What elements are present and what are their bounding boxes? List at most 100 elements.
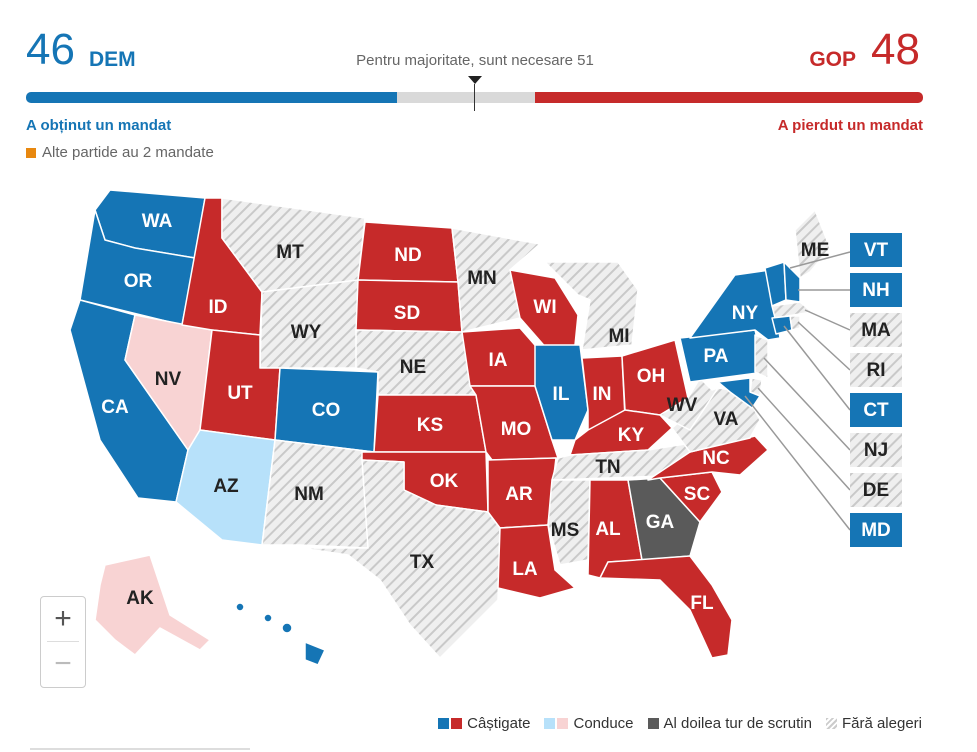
callout-label-ri: RI [867, 360, 886, 381]
legend-won-dem-swatch [438, 718, 450, 729]
label-or: OR [124, 271, 153, 292]
label-in: IN [593, 384, 612, 405]
callout-box-md[interactable] [850, 513, 902, 547]
bottom-divider [30, 748, 250, 750]
other-parties-note: Alte partide au 2 mandate [42, 144, 214, 161]
callout-box-nj[interactable] [850, 433, 902, 467]
callout-box-vt[interactable] [850, 233, 902, 267]
callout-box-ma[interactable] [850, 313, 902, 347]
callout-label-md: MD [861, 520, 891, 541]
label-la: LA [512, 559, 538, 580]
legend-leading: Conduce [544, 715, 634, 732]
state-md[interactable] [717, 377, 761, 409]
state-mi[interactable] [544, 261, 639, 351]
label-co: CO [312, 400, 341, 421]
majority-text: Pentru majoritate, sunt necesare 51 [356, 52, 594, 69]
map-legend: Câștigate Conduce Al doilea tur de scrut… [438, 715, 922, 732]
label-ca: CA [101, 397, 129, 418]
label-ut: UT [227, 383, 253, 404]
label-wv: WV [667, 395, 698, 416]
callout-label-nj: NJ [864, 440, 888, 461]
state-nj[interactable] [754, 334, 769, 379]
label-ga: GA [646, 512, 675, 533]
callout-box-ct[interactable] [850, 393, 902, 427]
state-ak[interactable] [94, 554, 211, 656]
callout-box-ri[interactable] [850, 353, 902, 387]
label-ok: OK [430, 471, 459, 492]
label-ar: AR [505, 484, 533, 505]
legend-runoff-label: Al doilea tur de scrutin [663, 715, 812, 732]
label-ny: NY [732, 303, 759, 324]
seat-bar-gop [535, 92, 923, 103]
label-wy: WY [291, 322, 322, 343]
legend-no-election-label: Fără alegeri [841, 715, 922, 732]
state-ri[interactable] [789, 315, 801, 331]
legend-no-election-swatch [825, 718, 837, 729]
label-az: AZ [213, 476, 239, 497]
legend-won-gop-swatch [451, 718, 463, 729]
label-ks: KS [417, 415, 443, 436]
majority-marker-arrow-icon [468, 76, 482, 84]
gop-change-note: A pierdut un mandat [777, 117, 923, 134]
label-pa: PA [704, 346, 729, 367]
state-fl[interactable] [599, 555, 733, 659]
zoom-out-button[interactable]: − [54, 647, 72, 680]
legend-no-election: Fără alegeri [825, 715, 922, 732]
label-hi: HI [263, 645, 282, 666]
label-wa: WA [142, 211, 173, 232]
state-ny[interactable] [689, 269, 781, 341]
callout-box-de[interactable] [850, 473, 902, 507]
label-il: IL [553, 384, 570, 405]
label-nm: NM [294, 484, 324, 505]
label-sc: SC [684, 484, 711, 505]
callout-label-ma: MA [861, 320, 891, 341]
label-mo: MO [501, 419, 532, 440]
label-ms: MS [551, 520, 580, 541]
label-sd: SD [394, 303, 420, 324]
legend-runoff-swatch [647, 718, 659, 729]
label-mt: MT [276, 242, 304, 263]
dem-party-label: DEM [89, 48, 136, 71]
gop-seat-count: 48 [871, 25, 920, 74]
label-al: AL [595, 519, 621, 540]
label-fl: FL [690, 593, 714, 614]
state-wv[interactable] [659, 377, 719, 431]
ne-callout-lines [744, 251, 851, 531]
state-nm[interactable] [261, 439, 375, 549]
state-ma[interactable] [771, 301, 813, 319]
callout-box-nh[interactable] [850, 273, 902, 307]
label-tn: TN [595, 457, 620, 478]
legend-leading-label: Conduce [573, 715, 634, 732]
zoom-in-button[interactable]: + [54, 602, 72, 635]
legend-lead-gop-swatch [557, 718, 569, 729]
callout-label-nh: NH [862, 280, 889, 301]
gop-party-label: GOP [809, 48, 856, 71]
state-hi[interactable] [235, 602, 326, 666]
label-nv: NV [155, 369, 182, 390]
label-ky: KY [618, 425, 645, 446]
label-va: VA [714, 409, 739, 430]
label-tx: TX [410, 552, 435, 573]
label-mn: MN [467, 268, 497, 289]
label-wi: WI [533, 297, 556, 318]
callout-label-ct: CT [863, 400, 889, 421]
senate-results-map: WA OR CA NV ID MT WY UT AZ CO NM ND SD N… [69, 189, 902, 666]
label-nc: NC [702, 448, 730, 469]
dem-change-note: A obținut un mandat [26, 117, 172, 134]
label-mi: MI [608, 326, 629, 347]
callout-label-vt: VT [864, 240, 889, 261]
label-oh: OH [637, 366, 666, 387]
legend-won: Câștigate [438, 715, 530, 732]
callout-label-de: DE [863, 480, 889, 501]
zoom-control: + − [40, 596, 86, 688]
label-id: ID [209, 297, 228, 318]
state-tx[interactable] [299, 459, 501, 659]
label-ia: IA [489, 350, 508, 371]
state-ms[interactable] [547, 479, 591, 566]
seat-bar-dem [26, 92, 397, 103]
legend-lead-dem-swatch [544, 718, 556, 729]
majority-marker-line [474, 84, 475, 111]
label-ak: AK [126, 588, 154, 609]
label-me: ME [801, 240, 830, 261]
label-nd: ND [394, 245, 421, 266]
